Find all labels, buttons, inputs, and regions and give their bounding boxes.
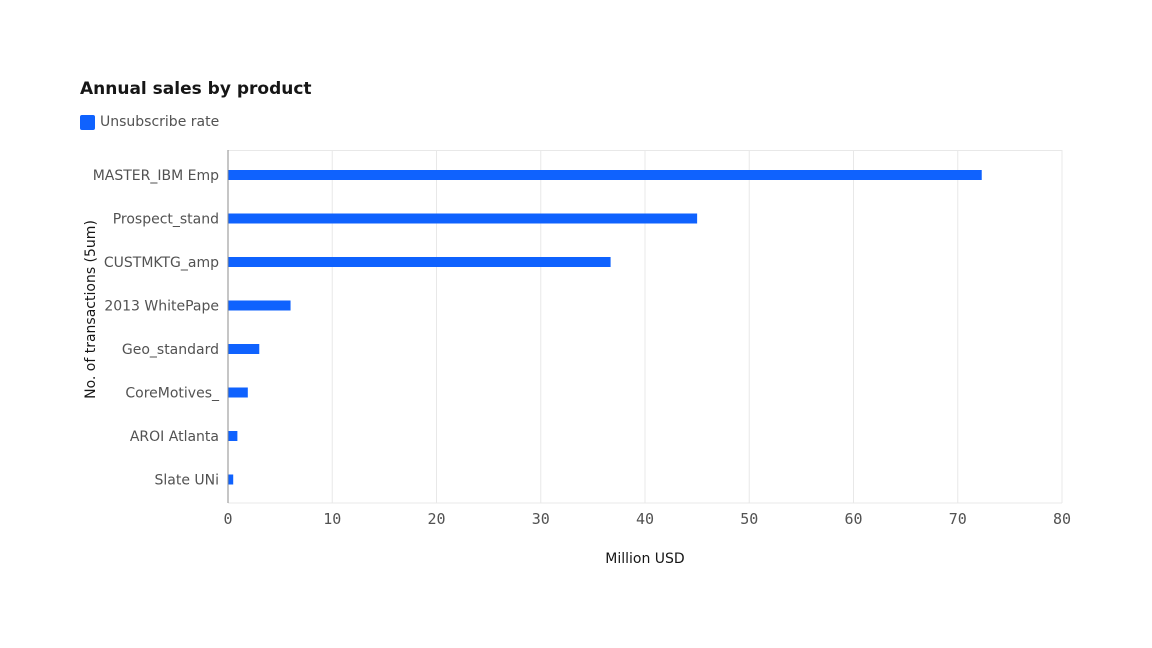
x-tick-labels: 0 10 20 30 40 50 60 70 80 [223,510,1071,528]
x-tick-label-7: 70 [949,510,967,528]
y-axis-title: No. of transactions (5um) [83,220,99,399]
bars [228,170,982,485]
bar-1[interactable] [228,213,698,224]
bar-5[interactable] [228,387,248,398]
y-tick-label-0: MASTER_IBM Emp [93,168,219,184]
x-tick-label-2: 20 [427,510,445,528]
x-axis-title: Million USD [605,551,684,567]
legend: Unsubscribe rate [80,113,219,131]
bar-3[interactable] [228,300,291,311]
y-tick-label-4: Geo_standard [122,342,219,358]
chart-title: Annual sales by product [80,79,312,99]
x-tick-label-6: 60 [844,510,862,528]
y-tick-label-2: CUSTMKTG_amp [104,255,219,271]
bar-2[interactable] [228,257,611,267]
bar-7[interactable] [228,474,234,485]
grid-lines [228,150,1063,503]
y-tick-label-3: 2013 WhitePape [104,299,219,315]
x-tick-label-8: 80 [1053,510,1071,528]
bar-4[interactable] [228,344,260,354]
x-tick-label-1: 10 [323,510,341,528]
axes [227,150,1062,504]
legend-swatch [80,114,95,130]
bar-6[interactable] [228,431,238,441]
x-tick-label-4: 40 [636,510,654,528]
y-tick-label-6: AROI Atlanta [130,429,219,445]
x-tick-label-5: 50 [740,510,758,528]
y-tick-label-1: Prospect_stand [113,212,219,228]
legend-label: Unsubscribe rate [100,114,220,130]
y-tick-label-5: CoreMotives_ [125,386,220,402]
x-tick-label-3: 30 [532,510,550,528]
y-tick-labels: MASTER_IBM Emp Prospect_stand CUSTMKTG_amp… [93,168,220,489]
bar-0[interactable] [228,170,982,180]
y-tick-label-7: Slate UNi [154,473,219,489]
x-tick-label-0: 0 [223,510,232,528]
